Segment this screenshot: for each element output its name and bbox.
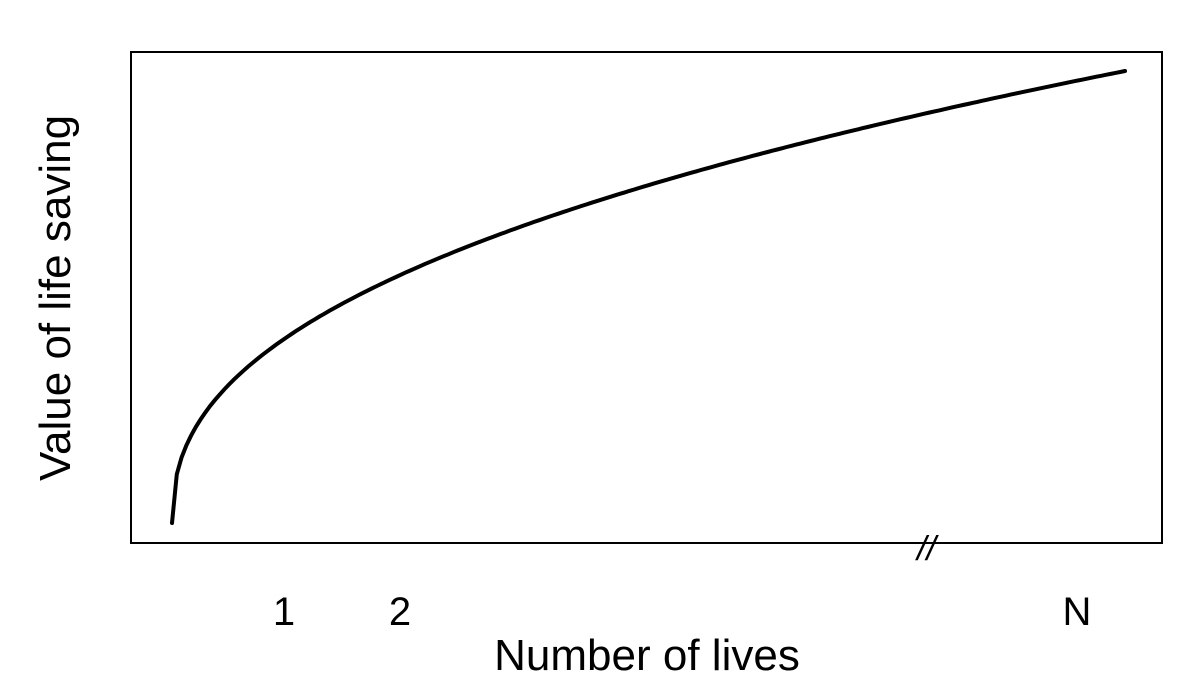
x-tick-label-1: 1 [273,590,295,634]
x-axis-label: Number of lives [494,631,800,675]
x-axis-break-mark: // [915,530,939,568]
x-tick-label-n: N [1063,590,1092,634]
x-tick-label-2: 2 [389,590,411,634]
plot-area-frame [130,51,1163,544]
value-curve [170,69,1127,525]
y-axis-label: Value of life saving [31,115,80,481]
